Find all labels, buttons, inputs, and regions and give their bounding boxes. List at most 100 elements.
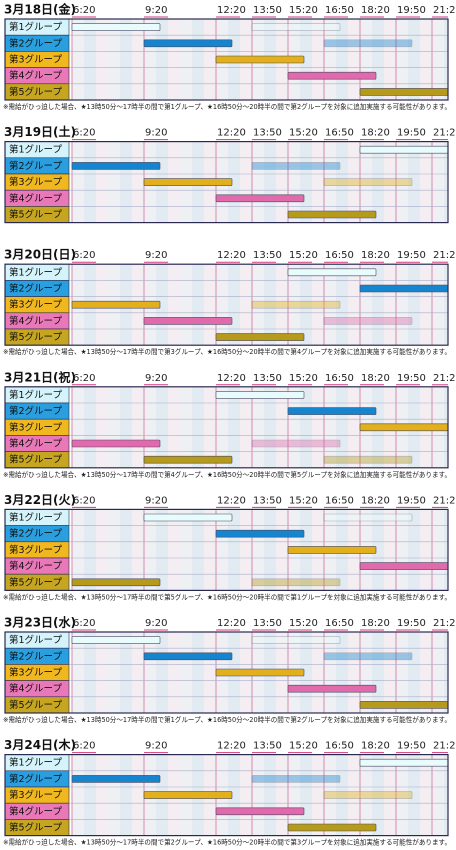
grid-stripe: [384, 264, 396, 346]
group-label: 第4グループ: [9, 805, 62, 817]
time-label: 18:20: [361, 250, 390, 261]
grid-stripe: [204, 19, 216, 100]
grid-stripe: [132, 754, 144, 836]
grid-stripe: [120, 141, 132, 223]
time-label: 9:20: [145, 495, 167, 506]
table-border: [4, 141, 449, 224]
grid-stripe: [324, 632, 336, 713]
possible-bar: [251, 439, 341, 448]
date: 3月22日(火): [4, 493, 76, 507]
grid-stripe: [420, 141, 432, 223]
grid-stripe: [360, 141, 372, 223]
group-label: 第4グループ: [9, 315, 62, 327]
date: 3月19日(土): [4, 124, 76, 139]
time-label: 12:20: [217, 128, 246, 139]
time-label: 12:20: [217, 495, 246, 506]
grid-stripe: [168, 19, 180, 100]
time-label: 16:50: [325, 495, 354, 506]
grid-stripe: [336, 264, 348, 346]
group-label: 第3グループ: [9, 54, 62, 66]
grid-stripe: [396, 141, 408, 223]
grid-stripe: [96, 141, 108, 223]
possible-bar: [323, 652, 413, 661]
date: 3月18日(金): [4, 2, 76, 17]
date: 3月23日(水): [4, 615, 76, 630]
time-label: 15:20: [289, 495, 318, 506]
grid-stripe: [300, 386, 312, 468]
grid-stripe: [120, 754, 132, 836]
grid-stripe: [324, 264, 336, 346]
grid-stripe: [288, 386, 300, 468]
time-label: 21:20: [433, 250, 456, 261]
grid-stripe: [168, 632, 180, 713]
time-label: 18:20: [361, 741, 390, 752]
table-border: [4, 508, 449, 591]
grid-stripe: [228, 509, 240, 591]
outage-bar: [287, 546, 377, 554]
grid-stripe: [240, 141, 252, 223]
outage-bar: [143, 791, 233, 799]
outage-bar: [359, 284, 449, 293]
grid-stripe: [240, 509, 252, 591]
time-label: 15:20: [289, 250, 318, 261]
group-label: 第3グループ: [9, 421, 62, 433]
grid-stripe: [372, 264, 384, 346]
group-label: 第2グループ: [9, 405, 62, 417]
grid-stripe: [96, 19, 108, 100]
time-label: 12:20: [217, 5, 246, 16]
grid-stripe: [444, 509, 448, 591]
group-label: 第5グループ: [9, 209, 62, 221]
time-label: 21:20: [433, 741, 456, 752]
table-border: [4, 263, 449, 346]
grid-stripe: [168, 386, 180, 468]
grid-stripe: [216, 264, 228, 346]
grid-stripe: [264, 509, 276, 591]
time-label: 16:50: [325, 250, 354, 261]
possible-bar: [323, 513, 413, 522]
outage-bar: [287, 268, 377, 277]
grid-stripe: [432, 264, 444, 346]
outage-bar: [143, 178, 233, 186]
grid-stripe: [348, 754, 360, 836]
grid-stripe: [168, 264, 180, 346]
date: 3月20日(日): [4, 248, 76, 262]
grid-stripe: [72, 509, 84, 591]
group-label: 第2グループ: [9, 773, 62, 785]
grid-stripe: [336, 141, 348, 223]
grid-stripe: [408, 632, 420, 713]
grid-stripe: [300, 264, 312, 346]
time-label: 12:20: [217, 373, 246, 384]
grid-stripe: [84, 632, 96, 713]
grid-stripe: [144, 19, 156, 100]
outage-bar: [143, 317, 233, 325]
grid-stripe: [144, 509, 156, 591]
grid-stripe: [372, 509, 384, 591]
time-label: 6:20: [73, 618, 95, 629]
grid-stripe: [420, 754, 432, 836]
grid-stripe: [192, 264, 204, 346]
time-label: 9:20: [145, 741, 167, 752]
grid-stripe: [408, 141, 420, 223]
outage-bar: [143, 652, 233, 661]
outage-bar: [71, 636, 161, 644]
time-label: 13:50: [253, 373, 282, 384]
grid-stripe: [228, 141, 240, 223]
grid-stripe: [192, 386, 204, 468]
grid-stripe: [180, 19, 192, 100]
grid-stripe: [240, 386, 252, 468]
outage-bar: [215, 333, 305, 341]
grid-stripe: [288, 141, 300, 223]
grid-stripe: [312, 264, 324, 346]
outage-bar: [71, 23, 161, 31]
possible-bar: [251, 23, 341, 31]
group-label: 第3グループ: [9, 176, 62, 188]
grid-stripe: [408, 19, 420, 100]
outage-bar: [287, 210, 377, 219]
group-label: 第1グループ: [9, 757, 62, 769]
group-label: 第1グループ: [9, 144, 62, 156]
grid-stripe: [312, 754, 324, 836]
time-label: 19:50: [397, 618, 426, 629]
group-label: 第2グループ: [9, 650, 62, 662]
grid-stripe: [192, 19, 204, 100]
group-label: 第5グループ: [9, 454, 62, 466]
